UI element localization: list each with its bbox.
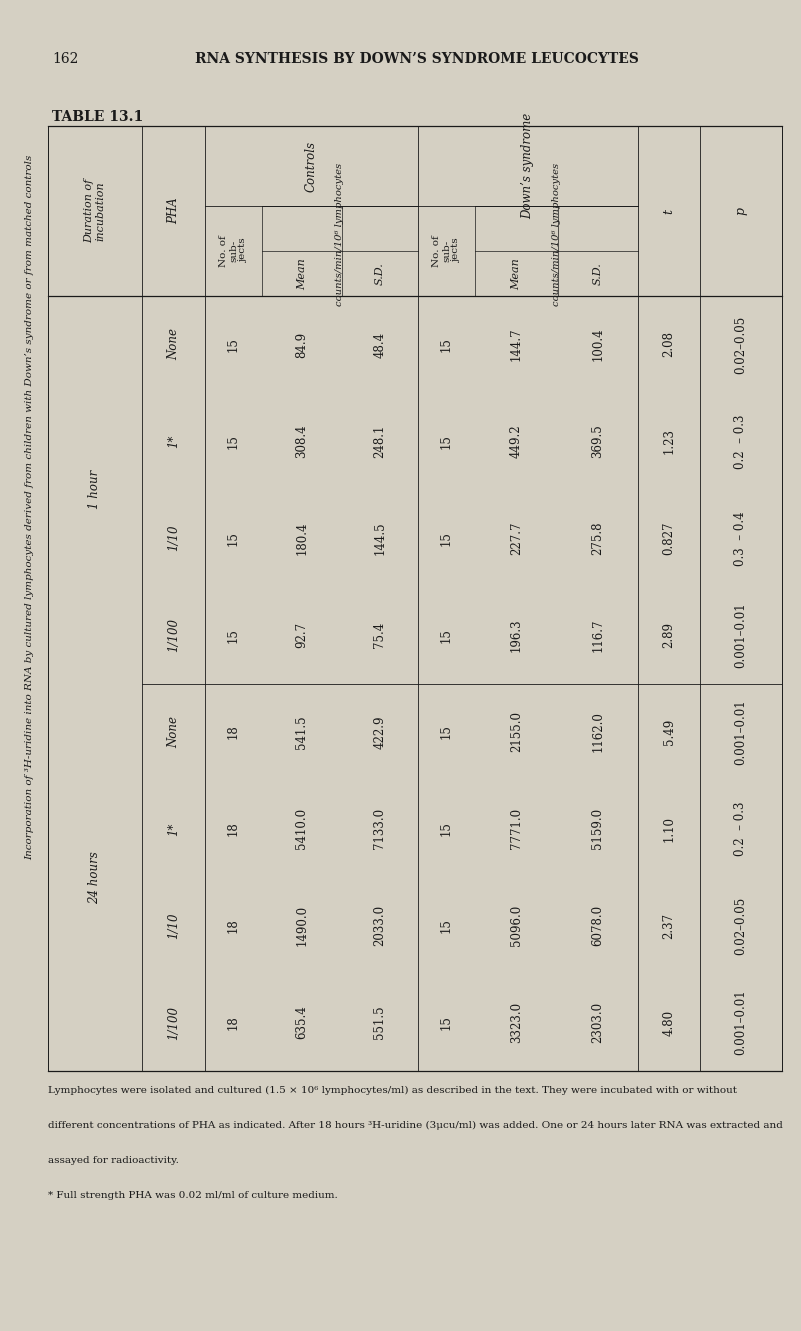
Text: S.D.: S.D.	[375, 262, 385, 285]
Text: counts/min/10⁶ lymphocytes: counts/min/10⁶ lymphocytes	[552, 162, 561, 306]
Text: Duration of
incubation: Duration of incubation	[84, 178, 106, 244]
Text: 3323.0: 3323.0	[510, 1002, 523, 1044]
Text: 5410.0: 5410.0	[296, 808, 308, 849]
Text: 1*: 1*	[167, 435, 180, 449]
Text: 248.1: 248.1	[373, 425, 387, 458]
Text: 15: 15	[227, 531, 240, 546]
Text: 0.001–0.01: 0.001–0.01	[735, 699, 747, 765]
Text: 5.49: 5.49	[662, 719, 675, 745]
Text: Controls: Controls	[305, 141, 318, 192]
Text: 635.4: 635.4	[296, 1006, 308, 1040]
Text: Mean: Mean	[297, 258, 307, 290]
Text: 308.4: 308.4	[296, 425, 308, 458]
Text: 1*: 1*	[167, 823, 180, 836]
Text: 7133.0: 7133.0	[373, 808, 387, 849]
Text: Lymphocytes were isolated and cultured (1.5 × 10⁶ lymphocytes/ml) as described i: Lymphocytes were isolated and cultured (…	[48, 1086, 737, 1095]
Text: 449.2: 449.2	[510, 425, 523, 458]
Text: 15: 15	[440, 628, 453, 643]
Text: t: t	[662, 209, 675, 213]
Text: 4.80: 4.80	[662, 1009, 675, 1036]
Text: 551.5: 551.5	[373, 1006, 387, 1040]
Text: 18: 18	[227, 821, 240, 836]
Text: p: p	[735, 208, 747, 216]
Text: 144.5: 144.5	[373, 522, 387, 555]
Text: 15: 15	[227, 434, 240, 449]
Text: 0.02–0.05: 0.02–0.05	[735, 315, 747, 374]
Text: Down’s syndrome: Down’s syndrome	[521, 113, 534, 220]
Text: 15: 15	[440, 531, 453, 546]
Text: 7771.0: 7771.0	[510, 808, 523, 849]
Text: PHA: PHA	[167, 198, 180, 225]
Text: 24 hours: 24 hours	[88, 851, 102, 904]
Text: 2.37: 2.37	[662, 913, 675, 938]
Text: None: None	[167, 716, 180, 748]
Text: 2155.0: 2155.0	[510, 712, 523, 752]
Text: 15: 15	[440, 918, 453, 933]
Text: TABLE 13.1: TABLE 13.1	[52, 110, 143, 124]
Text: * Full strength PHA was 0.02 ml/ml of culture medium.: * Full strength PHA was 0.02 ml/ml of cu…	[48, 1191, 338, 1201]
Text: 275.8: 275.8	[591, 522, 605, 555]
Text: 15: 15	[440, 337, 453, 351]
Text: 15: 15	[440, 1016, 453, 1030]
Text: 15: 15	[227, 337, 240, 351]
Text: 0.02–0.05: 0.02–0.05	[735, 897, 747, 954]
Text: 6078.0: 6078.0	[591, 905, 605, 946]
Text: 1/10: 1/10	[167, 913, 180, 938]
Text: 2.08: 2.08	[662, 331, 675, 358]
Text: 0.2  – 0.3: 0.2 – 0.3	[735, 414, 747, 469]
Text: 5096.0: 5096.0	[510, 905, 523, 946]
Text: 92.7: 92.7	[296, 622, 308, 648]
Text: 75.4: 75.4	[373, 622, 387, 648]
Text: None: None	[167, 329, 180, 361]
Text: 18: 18	[227, 1016, 240, 1030]
Text: 1 hour: 1 hour	[88, 470, 102, 510]
Text: 0.001–0.01: 0.001–0.01	[735, 990, 747, 1055]
Text: 15: 15	[440, 821, 453, 836]
Text: 196.3: 196.3	[510, 619, 523, 652]
Text: 18: 18	[227, 918, 240, 933]
Text: 162: 162	[52, 52, 78, 67]
Text: 0.2  – 0.3: 0.2 – 0.3	[735, 801, 747, 856]
Text: 48.4: 48.4	[373, 331, 387, 358]
Text: RNA SYNTHESIS BY DOWN’S SYNDROME LEUCOCYTES: RNA SYNTHESIS BY DOWN’S SYNDROME LEUCOCY…	[195, 52, 639, 67]
Text: No. of
sub-
jects: No. of sub- jects	[219, 236, 248, 268]
Text: different concentrations of PHA as indicated. After 18 hours ³H-uridine (3μcu/ml: different concentrations of PHA as indic…	[48, 1121, 783, 1130]
Text: 100.4: 100.4	[591, 327, 605, 361]
Text: 541.5: 541.5	[296, 715, 308, 749]
Text: 1/100: 1/100	[167, 1005, 180, 1040]
Text: No. of
sub-
jects: No. of sub- jects	[432, 236, 461, 268]
Text: 84.9: 84.9	[296, 331, 308, 358]
Text: 18: 18	[227, 724, 240, 739]
Text: 1490.0: 1490.0	[296, 905, 308, 946]
Text: 1.23: 1.23	[662, 429, 675, 454]
Text: 0.001–0.01: 0.001–0.01	[735, 602, 747, 668]
Text: 144.7: 144.7	[510, 327, 523, 361]
Text: 2303.0: 2303.0	[591, 1002, 605, 1044]
Text: 15: 15	[440, 724, 453, 740]
Text: Incorporation of ³H-uridine into RNA by cultured lymphocytes derived from childr: Incorporation of ³H-uridine into RNA by …	[26, 154, 34, 860]
Text: 1162.0: 1162.0	[591, 712, 605, 752]
Text: 116.7: 116.7	[591, 619, 605, 652]
Text: 2.89: 2.89	[662, 622, 675, 648]
Text: 1/100: 1/100	[167, 618, 180, 652]
Text: 0.827: 0.827	[662, 522, 675, 555]
Text: 422.9: 422.9	[373, 715, 387, 748]
Text: S.D.: S.D.	[593, 262, 603, 285]
Text: 15: 15	[440, 434, 453, 449]
Text: Mean: Mean	[512, 258, 521, 290]
Text: 180.4: 180.4	[296, 522, 308, 555]
Text: 5159.0: 5159.0	[591, 808, 605, 849]
Text: 15: 15	[227, 628, 240, 643]
Text: 1/10: 1/10	[167, 524, 180, 551]
Text: 0.3  – 0.4: 0.3 – 0.4	[735, 511, 747, 566]
Text: 1.10: 1.10	[662, 816, 675, 841]
Text: 2033.0: 2033.0	[373, 905, 387, 946]
Text: counts/min/10⁶ lymphocytes: counts/min/10⁶ lymphocytes	[336, 162, 344, 306]
Text: 227.7: 227.7	[510, 522, 523, 555]
Text: assayed for radioactivity.: assayed for radioactivity.	[48, 1157, 179, 1165]
Text: 369.5: 369.5	[591, 425, 605, 458]
